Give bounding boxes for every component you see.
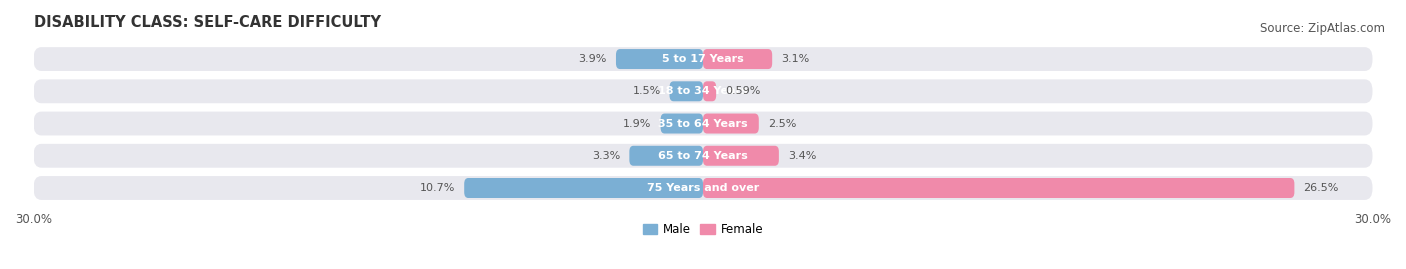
FancyBboxPatch shape (616, 49, 703, 69)
Text: 2.5%: 2.5% (768, 119, 796, 129)
FancyBboxPatch shape (34, 144, 1372, 168)
Text: DISABILITY CLASS: SELF-CARE DIFFICULTY: DISABILITY CLASS: SELF-CARE DIFFICULTY (34, 15, 381, 30)
FancyBboxPatch shape (703, 114, 759, 133)
FancyBboxPatch shape (669, 81, 703, 101)
Text: 3.3%: 3.3% (592, 151, 620, 161)
Text: 3.9%: 3.9% (579, 54, 607, 64)
Text: 0.59%: 0.59% (725, 86, 761, 96)
FancyBboxPatch shape (34, 47, 1372, 71)
Text: 18 to 34 Years: 18 to 34 Years (658, 86, 748, 96)
FancyBboxPatch shape (34, 79, 1372, 103)
FancyBboxPatch shape (464, 178, 703, 198)
FancyBboxPatch shape (661, 114, 703, 133)
Text: 10.7%: 10.7% (420, 183, 456, 193)
FancyBboxPatch shape (703, 81, 716, 101)
FancyBboxPatch shape (630, 146, 703, 166)
Legend: Male, Female: Male, Female (638, 218, 768, 241)
FancyBboxPatch shape (34, 112, 1372, 136)
FancyBboxPatch shape (703, 49, 772, 69)
Text: 3.4%: 3.4% (787, 151, 815, 161)
Text: 26.5%: 26.5% (1303, 183, 1339, 193)
Text: 35 to 64 Years: 35 to 64 Years (658, 119, 748, 129)
Text: 75 Years and over: 75 Years and over (647, 183, 759, 193)
FancyBboxPatch shape (34, 176, 1372, 200)
FancyBboxPatch shape (703, 178, 1295, 198)
FancyBboxPatch shape (703, 146, 779, 166)
Text: 1.5%: 1.5% (633, 86, 661, 96)
Text: Source: ZipAtlas.com: Source: ZipAtlas.com (1260, 22, 1385, 34)
Text: 5 to 17 Years: 5 to 17 Years (662, 54, 744, 64)
Text: 3.1%: 3.1% (782, 54, 810, 64)
Text: 65 to 74 Years: 65 to 74 Years (658, 151, 748, 161)
Text: 1.9%: 1.9% (623, 119, 651, 129)
